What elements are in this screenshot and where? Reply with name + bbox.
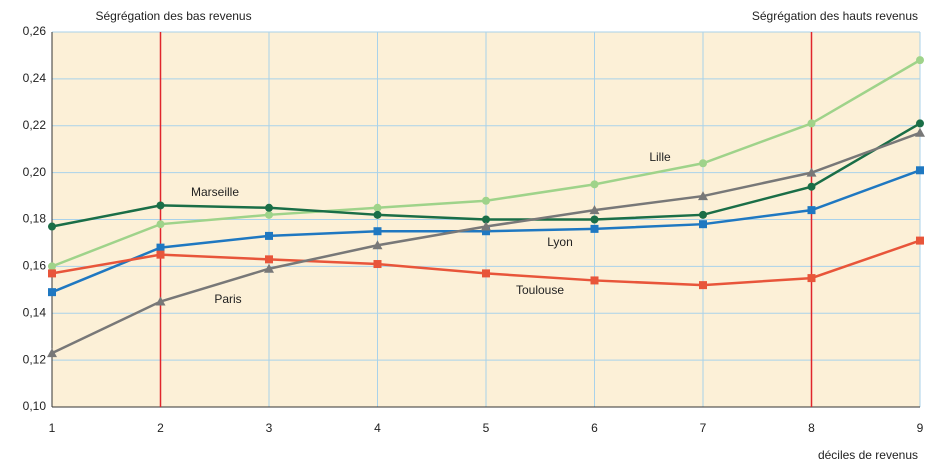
- marker: [47, 348, 57, 358]
- marker: [48, 288, 56, 297]
- y-tick-label: 0,26: [23, 24, 47, 38]
- x-tick-label: 5: [483, 421, 490, 435]
- x-tick-label: 2: [157, 421, 164, 435]
- marker: [699, 281, 707, 290]
- marker: [155, 296, 166, 306]
- marker: [482, 215, 490, 224]
- y-tick-label: 0,18: [23, 212, 47, 226]
- marker: [590, 180, 599, 189]
- marker: [698, 191, 708, 201]
- marker: [481, 221, 491, 231]
- marker: [699, 159, 707, 168]
- marker: [916, 56, 924, 65]
- marker: [590, 215, 599, 224]
- y-tick-label: 0,22: [23, 118, 47, 132]
- annotation: Ségrégation des bas revenus: [96, 9, 252, 23]
- marker: [916, 236, 924, 245]
- marker: [699, 210, 707, 219]
- x-tick-label: 4: [374, 421, 381, 435]
- marker: [482, 227, 490, 236]
- annotation: Ségrégation des hauts revenus: [752, 9, 918, 23]
- marker: [589, 205, 600, 215]
- marker: [48, 269, 56, 278]
- series-label: Lyon: [547, 235, 573, 249]
- series-label: Lille: [649, 150, 671, 164]
- marker: [265, 203, 273, 212]
- x-axis-label: déciles de revenus: [818, 448, 918, 462]
- marker: [590, 276, 599, 285]
- marker: [482, 269, 490, 278]
- series-label: Toulouse: [516, 283, 564, 297]
- marker: [156, 243, 165, 252]
- marker: [590, 224, 599, 233]
- marker: [373, 260, 382, 269]
- marker: [807, 119, 816, 128]
- marker: [373, 210, 382, 219]
- marker: [699, 220, 707, 229]
- y-tick-label: 0,14: [23, 305, 47, 319]
- marker: [156, 250, 165, 259]
- marker: [807, 182, 816, 191]
- marker: [264, 263, 274, 273]
- marker: [156, 201, 165, 210]
- marker: [806, 167, 817, 177]
- marker: [807, 206, 816, 215]
- marker: [807, 274, 816, 283]
- marker: [915, 127, 925, 137]
- marker: [916, 166, 924, 175]
- x-tick-label: 9: [917, 421, 924, 435]
- marker: [373, 227, 382, 236]
- marker: [265, 210, 273, 219]
- y-tick-label: 0,16: [23, 259, 47, 273]
- marker: [48, 222, 56, 231]
- x-tick-label: 7: [700, 421, 707, 435]
- marker: [265, 255, 273, 264]
- marker: [372, 240, 383, 250]
- y-tick-label: 0,12: [23, 352, 47, 366]
- x-tick-label: 3: [266, 421, 273, 435]
- y-tick-label: 0,10: [23, 399, 47, 413]
- x-tick-label: 6: [591, 421, 598, 435]
- marker: [916, 119, 924, 128]
- marker: [48, 262, 56, 271]
- y-tick-label: 0,20: [23, 165, 47, 179]
- y-tick-label: 0,24: [23, 71, 47, 85]
- series-label: Paris: [214, 292, 241, 306]
- marker: [156, 220, 165, 229]
- marker: [482, 196, 490, 205]
- series-label: Marseille: [191, 185, 239, 199]
- x-tick-label: 1: [49, 421, 56, 435]
- marker: [373, 203, 382, 212]
- marker: [265, 231, 273, 240]
- x-tick-label: 8: [808, 421, 815, 435]
